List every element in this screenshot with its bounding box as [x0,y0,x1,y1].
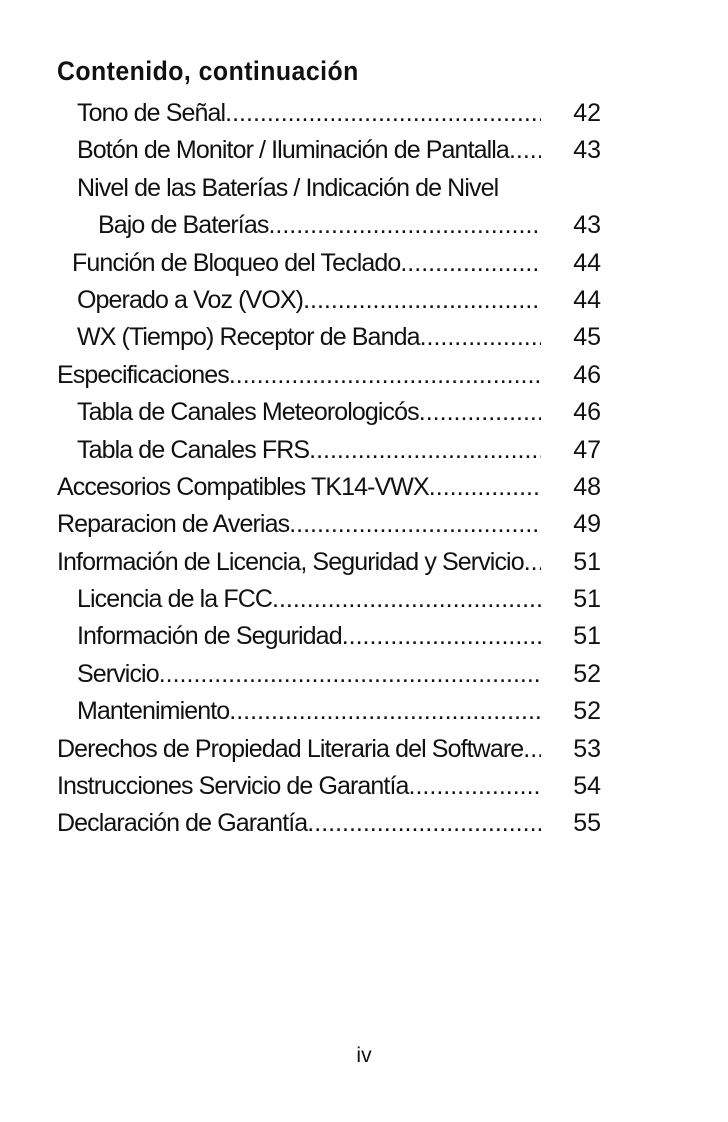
dot-leader: ........................................… [309,435,541,464]
dot-leader: ........................................… [229,697,541,726]
toc-entry-page: 43 [573,136,601,165]
toc-entry: Información de Licencia, Seguridad y Ser… [0,543,728,580]
toc-heading: Contenido, continuación [57,56,359,86]
toc-entry-title: Declaración de Garantía [57,809,308,838]
toc-entry: Servicio................................… [0,655,728,692]
toc-entry-title: Botón de Monitor / Iluminación de Pantal… [77,136,510,165]
toc-entry-title: Licencia de la FCC [77,585,273,614]
toc-entry-page: 43 [573,211,601,240]
toc-entry-page: 51 [573,622,601,651]
dot-leader: ........................................… [523,547,541,576]
toc-entry: Instrucciones Servicio de Garantía......… [0,767,728,804]
toc-entry-page: 51 [573,547,601,576]
toc-entry: Declaración de Garantía.................… [0,804,728,841]
toc-entry-page: 53 [573,734,601,763]
dot-leader: ........................................… [418,398,541,427]
toc-entry-title: Tabla de Canales FRS [77,435,310,464]
toc-entry-title: Tono de Señal [77,99,226,127]
toc-entry-page: 51 [573,585,601,614]
dot-leader: ........................................… [419,323,541,352]
toc-entry-page: 52 [573,659,601,688]
dot-leader: ........................................… [289,510,541,539]
dot-leader: ........................................… [428,472,541,501]
toc-entry: Mantenimiento...........................… [0,692,728,729]
toc-entry-title: Tabla de Canales Meteorologicós [77,398,420,427]
toc-entry-page: 44 [573,285,601,314]
toc-entry: Tono de Señal...........................… [0,94,728,131]
toc-entry: Función de Bloqueo del Teclado..........… [0,244,728,281]
toc-entry-title: Reparacion de Averias [57,510,290,539]
toc-entry: Bajo de Baterías........................… [0,206,728,243]
toc-entry-page: 42 [573,99,601,127]
toc-entry-title: Información de Seguridad [77,622,343,651]
dot-leader: ........................................… [408,772,541,801]
toc-entry: Accesorios Compatibles TK14-VWX.........… [0,468,728,505]
dot-leader: ........................................… [225,99,541,127]
toc-list: Tono de Señal...........................… [0,94,728,842]
toc-entry-page: 46 [573,360,601,389]
toc-entry-page: 45 [573,323,601,352]
toc-entry-title: WX (Tiempo) Receptor de Banda [77,323,420,352]
toc-entry-title: Especificaciones [57,360,230,389]
dot-leader: ........................................… [158,659,541,688]
toc-entry-title: Mantenimiento [77,697,230,726]
toc-entry: Tabla de Canales Meteorologicós.........… [0,393,728,430]
toc-entry-title: Accesorios Compatibles TK14-VWX [57,472,430,501]
dot-leader: ........................................… [523,734,541,763]
dot-leader: ........................................… [228,360,541,389]
toc-entry-page: 44 [573,248,601,277]
toc-entry-page: 47 [573,435,601,464]
dot-leader: ........................................… [341,622,541,651]
toc-entry: Botón de Monitor / Iluminación de Pantal… [0,131,728,168]
toc-entry-title: Bajo de Baterías [98,211,269,240]
toc-entry: WX (Tiempo) Receptor de Banda...........… [0,318,728,355]
toc-entry: Tabla de Canales FRS....................… [0,431,728,468]
toc-entry-page: 46 [573,398,601,427]
toc-entry-title: Instrucciones Servicio de Garantía [57,772,409,801]
toc-entry: Reparacion de Averias...................… [0,505,728,542]
toc-entry: Nivel de las Baterías / Indicación de Ni… [0,169,728,206]
toc-entry-title: Información de Licencia, Seguridad y Ser… [57,547,525,576]
dot-leader: ........................................… [400,248,541,277]
dot-leader: ........................................… [307,809,541,838]
dot-leader: ........................................… [268,211,541,240]
toc-entry-title: Servicio [77,659,160,688]
toc-entry-title: Función de Bloqueo del Teclado [72,248,401,277]
toc-entry-page: 49 [573,510,601,539]
page-number: iv [356,1044,372,1067]
toc-entry: Licencia de la FCC......................… [0,580,728,617]
toc-entry: Información de Seguridad................… [0,617,728,654]
toc-entry-page: 55 [573,809,601,838]
toc-entry-title: Nivel de las Baterías / Indicación de Ni… [77,173,499,202]
toc-entry: Operado a Voz (VOX).....................… [0,281,728,318]
toc-entry-page: 54 [573,772,601,801]
toc-entry-title: Operado a Voz (VOX) [77,285,304,314]
toc-entry: Especificaciones........................… [0,356,728,393]
dot-leader: ........................................… [272,585,541,614]
toc-entry-page: 52 [573,697,601,726]
toc-entry: Derechos de Propiedad Literaria del Soft… [0,730,728,767]
toc-entry-page: 48 [573,472,601,501]
toc-entry-title: Derechos de Propiedad Literaria del Soft… [57,734,524,763]
dot-leader: ........................................… [303,285,541,314]
dot-leader: ........................................… [508,136,541,165]
